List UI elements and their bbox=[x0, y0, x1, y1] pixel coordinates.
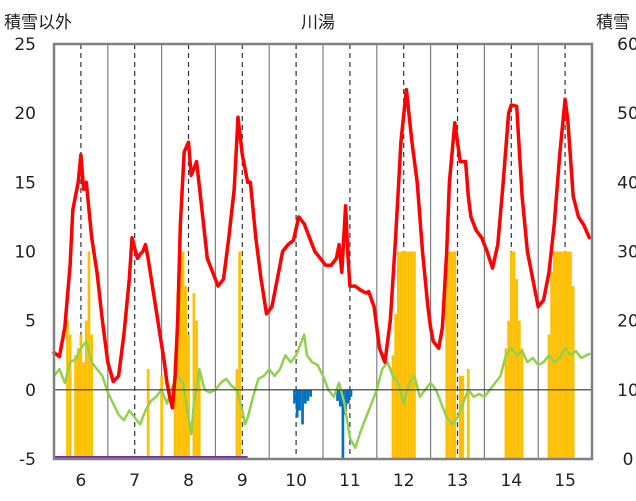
y-left-tick-label: 20 bbox=[14, 104, 36, 124]
x-tick-label: 12 bbox=[393, 471, 415, 491]
line-layer bbox=[52, 87, 592, 450]
y-left-tick-label: 10 bbox=[14, 243, 36, 263]
y-right-tick-label: 0 bbox=[623, 450, 634, 470]
snow-bar bbox=[571, 286, 575, 459]
snow-bar bbox=[76, 348, 80, 459]
red-series-line bbox=[52, 87, 592, 410]
snow-bar bbox=[82, 362, 85, 459]
x-tick-label: 8 bbox=[183, 471, 194, 491]
snow-bar bbox=[184, 286, 188, 459]
x-tick-label: 14 bbox=[500, 471, 522, 491]
snow-bar bbox=[563, 251, 567, 459]
negative-bar bbox=[303, 389, 307, 404]
y-right-tick-label: 40 bbox=[617, 173, 636, 193]
snow-bar bbox=[450, 251, 454, 459]
snow-bar bbox=[445, 251, 449, 459]
negative-bar bbox=[336, 389, 339, 401]
negative-bar bbox=[295, 389, 299, 418]
snow-bar bbox=[405, 251, 408, 459]
snow-bar bbox=[396, 251, 400, 459]
snow-bar bbox=[448, 251, 451, 459]
snow-bar bbox=[555, 251, 559, 459]
y-right-tick-label: 60 bbox=[617, 35, 636, 55]
snow-bar bbox=[520, 348, 524, 459]
negative-bar bbox=[338, 389, 342, 407]
green-series-line bbox=[52, 333, 591, 450]
y-left-tick-label: 5 bbox=[25, 312, 36, 332]
snow-bar bbox=[515, 279, 519, 459]
snow-bar bbox=[509, 251, 513, 459]
snow-bar bbox=[146, 369, 150, 459]
snow-bar bbox=[512, 251, 516, 459]
snow-bar bbox=[399, 251, 403, 459]
snow-bar bbox=[558, 251, 562, 459]
snow-bar bbox=[504, 348, 508, 459]
snow-bar bbox=[550, 272, 553, 459]
negative-bar bbox=[346, 389, 350, 404]
snow-bar bbox=[394, 313, 397, 459]
x-tick-label: 9 bbox=[237, 471, 248, 491]
snow-bar bbox=[547, 334, 551, 459]
x-tick-label: 6 bbox=[75, 471, 86, 491]
negative-bar bbox=[341, 389, 345, 459]
y-right-tick-label: 30 bbox=[617, 243, 636, 263]
x-tick-label: 10 bbox=[285, 471, 307, 491]
snow-bar bbox=[74, 355, 77, 459]
negative-bar bbox=[309, 389, 312, 397]
snow-bar bbox=[235, 369, 239, 459]
snow-bar bbox=[407, 251, 411, 459]
snow-bar bbox=[68, 334, 72, 459]
snow-bar bbox=[192, 293, 196, 459]
y-left-tick-label: 25 bbox=[14, 35, 36, 55]
negative-bar bbox=[349, 389, 353, 397]
negative-bar bbox=[344, 389, 347, 415]
snow-bar bbox=[238, 251, 241, 459]
x-tick-label: 7 bbox=[129, 471, 140, 491]
snow-bar bbox=[410, 251, 414, 459]
snow-bar bbox=[391, 355, 395, 459]
snow-bar bbox=[181, 251, 185, 459]
axis-layer bbox=[52, 42, 594, 461]
y-left-tick-label: -5 bbox=[19, 450, 36, 470]
snow-bar bbox=[79, 334, 83, 459]
snow-bar bbox=[173, 362, 177, 459]
y-left-tick-label: 0 bbox=[25, 381, 36, 401]
negative-bar bbox=[301, 389, 304, 425]
y-left-tick-label: 15 bbox=[14, 173, 36, 193]
plot-frame bbox=[52, 42, 594, 461]
snow-bar bbox=[413, 251, 416, 459]
snow-bar bbox=[90, 334, 94, 459]
snow-bar bbox=[187, 334, 190, 459]
x-tick-label: 13 bbox=[447, 471, 469, 491]
snow-bar bbox=[466, 369, 470, 459]
snow-bar bbox=[160, 376, 163, 459]
snow-bar bbox=[402, 251, 406, 459]
y-left-axis-label: 積雪以外 bbox=[4, 13, 72, 33]
negative-bar bbox=[293, 389, 296, 404]
negative-bar bbox=[306, 389, 310, 401]
y-right-tick-label: 10 bbox=[617, 381, 636, 401]
snow-bar bbox=[179, 251, 182, 459]
negative-bar bbox=[298, 389, 302, 411]
y-right-axis-label: 積雪 bbox=[596, 13, 630, 33]
x-tick-label: 11 bbox=[339, 471, 361, 491]
snow-bar bbox=[458, 376, 462, 459]
snow-bar bbox=[552, 251, 556, 459]
y-right-tick-label: 20 bbox=[617, 312, 636, 332]
snow-bar bbox=[197, 369, 201, 459]
x-tick-label: 15 bbox=[554, 471, 576, 491]
snow-bar bbox=[453, 251, 457, 459]
chart-title: 川湯 bbox=[301, 13, 335, 33]
bar-layer bbox=[54, 251, 575, 460]
snow-bar bbox=[461, 376, 465, 459]
y-right-tick-label: 50 bbox=[617, 104, 636, 124]
snow-bar bbox=[566, 251, 570, 459]
